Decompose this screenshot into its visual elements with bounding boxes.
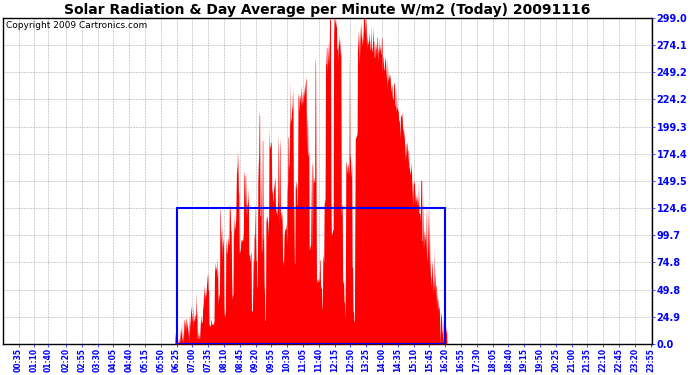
- Bar: [177, 208, 445, 344]
- Text: Copyright 2009 Cartronics.com: Copyright 2009 Cartronics.com: [6, 21, 147, 30]
- Title: Solar Radiation & Day Average per Minute W/m2 (Today) 20091116: Solar Radiation & Day Average per Minute…: [64, 3, 591, 17]
